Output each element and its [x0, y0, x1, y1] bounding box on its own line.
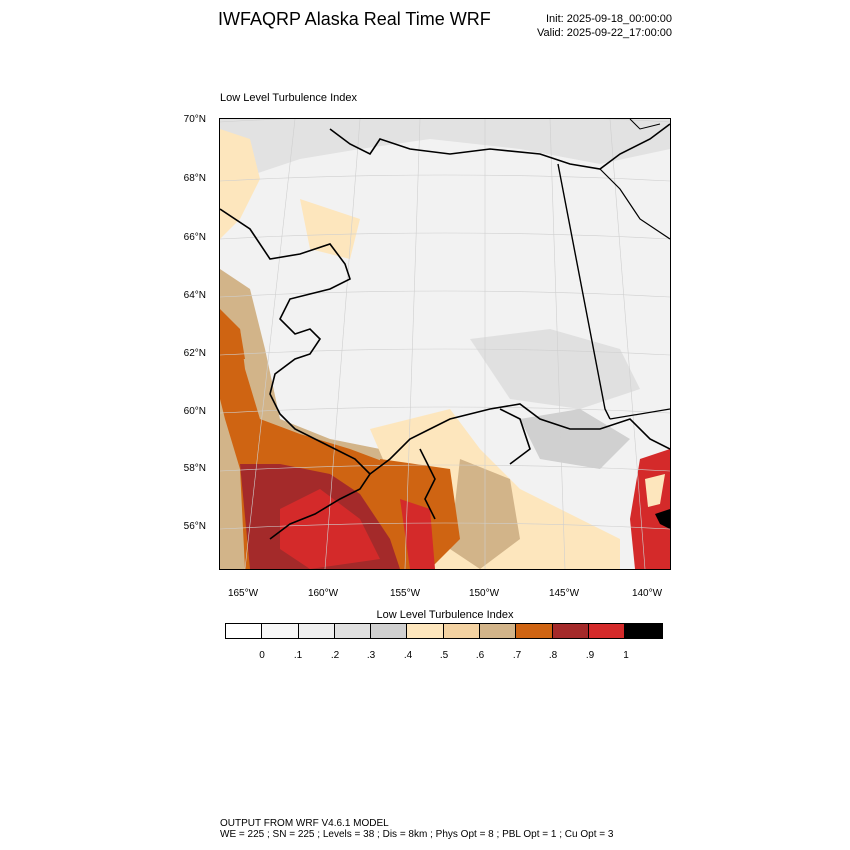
colorbar-tick: .6: [475, 650, 485, 661]
colorbar-cell: [371, 624, 408, 638]
southeast-tan-spot: [645, 474, 665, 507]
lat-label: 64°N: [183, 290, 206, 301]
colorbar-tick: .2: [330, 650, 340, 661]
lon-label: 165°W: [227, 588, 259, 599]
lon-label: 150°W: [468, 588, 500, 599]
lat-label: 62°N: [183, 348, 206, 359]
norton-orange: [220, 319, 245, 359]
colorbar-cell: [407, 624, 444, 638]
lon-label: 155°W: [389, 588, 421, 599]
lat-label: 56°N: [183, 521, 206, 532]
colorbar-tick: .1: [293, 650, 303, 661]
arctic-shade: [220, 119, 670, 189]
southeast-black-spot: [655, 509, 670, 529]
map-field-label: Low Level Turbulence Index: [220, 92, 357, 104]
colorbar-tick: 1: [623, 650, 629, 661]
colorbar-tick: .8: [548, 650, 558, 661]
lat-label: 66°N: [183, 232, 206, 243]
graticule: [220, 119, 670, 569]
lon-label: 145°W: [548, 588, 580, 599]
interior-gray: [470, 329, 640, 409]
lon-label: 160°W: [307, 588, 339, 599]
colorbar-tick: .5: [439, 650, 449, 661]
colorbar-tick: .4: [403, 650, 413, 661]
colorbar-cell: [588, 624, 626, 638]
coastlines: [220, 123, 670, 540]
map-panel: [219, 118, 671, 570]
chukchi-tan: [220, 129, 260, 239]
init-time: Init: 2025-09-18_00:00:00: [546, 13, 672, 25]
kotzebue-tan: [300, 199, 360, 259]
canada-coast: [599, 168, 670, 240]
colorbar-cell: [443, 624, 481, 638]
interior-darkgray: [520, 409, 630, 469]
lat-label: 70°N: [183, 114, 206, 125]
colorbar-tick: 0: [259, 650, 265, 661]
colorbar-title: Low Level Turbulence Index: [376, 609, 514, 621]
colorbar-cell: [516, 624, 553, 638]
peninsula-red: [400, 499, 435, 569]
colorbar-tick: .9: [585, 650, 595, 661]
colorbar: [225, 623, 663, 639]
lon-label: 140°W: [631, 588, 663, 599]
colorbar-tick: .7: [512, 650, 522, 661]
bering-red: [280, 489, 380, 569]
colorbar-cell: [262, 624, 299, 638]
colorbar-cell: [226, 624, 263, 638]
colorbar-cell: [334, 624, 372, 638]
plot-title: IWFAQRP Alaska Real Time WRF: [218, 9, 491, 29]
colorbar-tick: .3: [366, 650, 376, 661]
colorbar-cell: [625, 624, 662, 638]
valid-time: Valid: 2025-09-22_17:00:00: [537, 27, 672, 39]
turbulence-map: [220, 119, 670, 569]
footer-model: OUTPUT FROM WRF V4.6.1 MODEL: [220, 818, 389, 829]
lat-label: 68°N: [183, 173, 206, 184]
ak-yukon-border: [557, 163, 611, 420]
colorbar-cell: [480, 624, 517, 638]
colorbar-cell: [298, 624, 335, 638]
colorbar-cell: [552, 624, 589, 638]
lat-label: 58°N: [183, 463, 206, 474]
canada-coast-north: [629, 119, 661, 130]
lat-label: 60°N: [183, 406, 206, 417]
footer-settings: WE = 225 ; SN = 225 ; Levels = 38 ; Dis …: [220, 829, 614, 840]
bc-border: [609, 408, 670, 420]
